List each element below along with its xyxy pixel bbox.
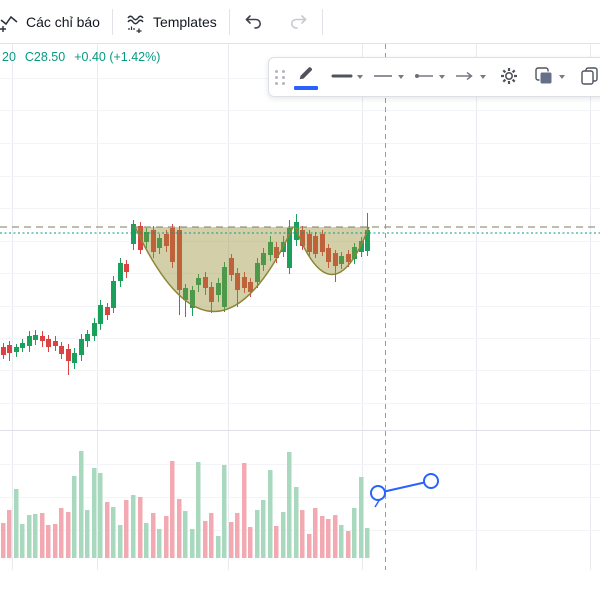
chevron-down-icon xyxy=(559,75,565,79)
redo-icon xyxy=(288,11,310,33)
drawing-handle-start[interactable] xyxy=(370,485,386,501)
undo-icon xyxy=(242,11,264,33)
toolbar-separator xyxy=(228,8,230,35)
templates-icon xyxy=(125,11,147,33)
brush-color-button[interactable] xyxy=(290,60,322,94)
toolbar-separator xyxy=(111,8,113,35)
line-start-marker-icon xyxy=(412,66,436,89)
redo-button[interactable] xyxy=(276,0,322,44)
arrow-end-icon xyxy=(453,66,477,89)
legend-open-fragment: 20 xyxy=(2,50,16,64)
candlesticks xyxy=(1,213,370,375)
duplicate-dropdown[interactable] xyxy=(573,60,600,94)
undo-button[interactable] xyxy=(230,0,276,44)
style-layers-dropdown[interactable] xyxy=(528,60,569,94)
toolbar-separator xyxy=(321,8,323,35)
legend-close-value: C28.50 xyxy=(24,50,66,64)
indicators-label: Các chỉ báo xyxy=(26,13,100,30)
templates-label: Templates xyxy=(152,13,217,30)
drawing-handle-end[interactable] xyxy=(423,473,439,489)
line-width-icon xyxy=(330,66,354,89)
chevron-down-icon xyxy=(480,75,486,79)
gridlines xyxy=(0,44,600,570)
line-style-icon xyxy=(371,66,395,89)
trend-line-drawing[interactable] xyxy=(370,473,439,508)
price-legend: 20 C28.50 +0.40 (+1.42%) xyxy=(2,50,160,64)
line-start-marker-dropdown[interactable] xyxy=(408,60,449,94)
gear-icon xyxy=(498,65,520,90)
chevron-down-icon xyxy=(357,75,363,79)
duplicate-icon xyxy=(577,65,600,90)
price-volume-chart[interactable] xyxy=(0,44,600,570)
toolbar-drag-handle[interactable] xyxy=(271,69,290,85)
line-style-dropdown[interactable] xyxy=(367,60,408,94)
indicators-button[interactable]: Các chỉ báo xyxy=(0,0,112,44)
templates-button[interactable]: Templates xyxy=(113,0,229,44)
drawing-toolbar xyxy=(268,57,600,97)
line-end-arrow-dropdown[interactable] xyxy=(449,60,490,94)
layers-icon xyxy=(532,65,556,90)
volume-bars xyxy=(1,451,370,558)
chart-area[interactable]: 20 C28.50 +0.40 (+1.42%) xyxy=(0,44,600,570)
chevron-down-icon xyxy=(439,75,445,79)
indicators-icon xyxy=(0,11,20,33)
active-color-swatch xyxy=(294,86,318,90)
cup-and-handle-pattern[interactable] xyxy=(134,226,370,313)
line-width-dropdown[interactable] xyxy=(326,60,367,94)
pencil-icon xyxy=(296,64,316,85)
chevron-down-icon xyxy=(398,75,404,79)
legend-change-value: +0.40 (+1.42%) xyxy=(74,50,161,64)
top-toolbar: Các chỉ báo Templates xyxy=(0,0,600,44)
settings-button[interactable] xyxy=(494,60,524,94)
